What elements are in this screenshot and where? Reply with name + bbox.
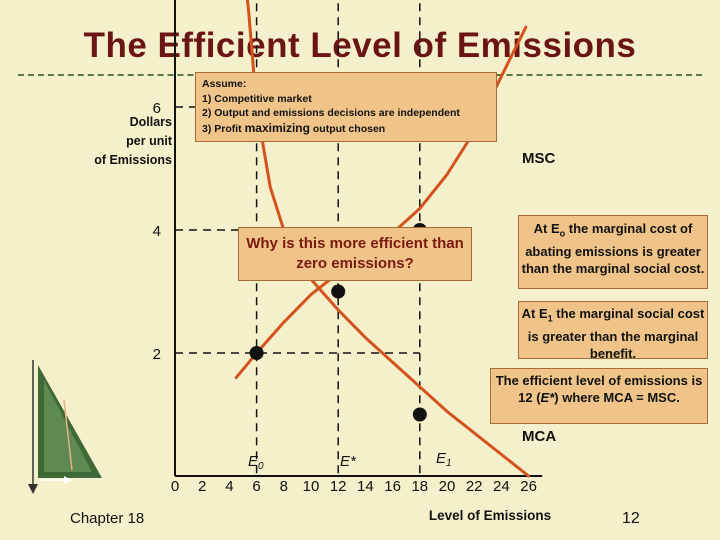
x-axis-label: Level of Emissions [428, 508, 552, 523]
callout-eff-b: ) where MCA = MSC. [554, 390, 680, 405]
mca-label: MCA [522, 428, 556, 445]
y-tick-6: 6 [153, 100, 161, 117]
x-tick-26: 26 [520, 478, 537, 495]
y-tick-4: 4 [153, 223, 161, 240]
e0-label-main: E [248, 453, 259, 470]
assume-line3-emph: maximizing [244, 120, 310, 135]
callout-e0-a: At E [533, 221, 560, 236]
mca-curve [245, 0, 531, 478]
x-tick-2: 2 [198, 478, 206, 495]
x-tick-10: 10 [303, 478, 320, 495]
callout-eff-emph: E* [540, 390, 555, 405]
e0-label-sub: 0 [258, 461, 264, 472]
y-axis-label: Dollars per unit of Emissions [70, 113, 172, 170]
y-axis-label-line1: Dollars [129, 115, 172, 129]
navigation-decoration [28, 360, 102, 494]
x-tick-4: 4 [225, 478, 233, 495]
page-number: 12 [622, 510, 640, 527]
callout-e1-a: At E [521, 306, 548, 321]
nav-arrow-right-head [64, 476, 72, 484]
y-axis-label-line3: of Emissions [94, 153, 172, 167]
x-tick-24: 24 [493, 478, 510, 495]
estar-label: E* [340, 453, 357, 470]
callout-e1: At E1 the marginal social cost is greate… [518, 301, 708, 361]
callout-eff-a: The efficient level of emissions is 12 ( [495, 373, 703, 405]
x-tick-12: 12 [330, 478, 347, 495]
nav-arrow-down-head [28, 484, 38, 494]
x-tick-16: 16 [384, 478, 401, 495]
callout-e0-sub: o [559, 228, 566, 239]
x-tick-6: 6 [252, 478, 260, 495]
axes [174, 0, 543, 477]
e1-label: E1 [436, 450, 452, 469]
chapter-label: Chapter 18 [70, 510, 145, 527]
nav-triangle-inner [44, 380, 92, 472]
msc-label: MSC [522, 150, 556, 167]
callout-e1-b: the marginal social cost is greater than… [527, 306, 705, 361]
x-tick-20: 20 [439, 478, 456, 495]
nav-arrow-up [63, 399, 73, 471]
point-e1-low [412, 407, 427, 422]
point-e0-low [249, 346, 264, 360]
e1-label-main: E [436, 450, 447, 467]
assume-line1: 1) Competitive market [202, 92, 312, 105]
x-tick-8: 8 [280, 478, 288, 495]
x-tick-0: 0 [171, 478, 179, 495]
point-e-star [331, 284, 346, 299]
x-tick-14: 14 [357, 478, 374, 495]
callout-e0-b: the marginal cost of abating emissions i… [521, 221, 705, 276]
e1-label-sub: 1 [446, 458, 452, 469]
callout-e0: At Eo the marginal cost of abating emiss… [518, 215, 708, 289]
e0-label: E0 [248, 453, 264, 472]
assumptions-box: Assume: 1) Competitive market 2) Output … [195, 72, 497, 142]
x-tick-18: 18 [411, 478, 428, 495]
callout-e1-sub: 1 [547, 313, 553, 324]
callout-efficient-level: The efficient level of emissions is 12 (… [490, 368, 708, 424]
y-tick-2: 2 [153, 346, 161, 363]
assume-line2: 2) Output and emissions decisions are in… [202, 107, 460, 119]
assume-line3-prefix: 3) Profit [202, 122, 245, 135]
x-tick-22: 22 [466, 478, 483, 495]
assume-line3-suffix: output chosen [309, 122, 386, 135]
assume-line3: 3) Profit maximizing output chosen [202, 121, 490, 137]
callout-why-efficient: Why is this more efficient than zero emi… [238, 227, 472, 281]
y-axis-label-line2: per unit [126, 134, 172, 148]
assume-heading: Assume: [202, 78, 247, 90]
